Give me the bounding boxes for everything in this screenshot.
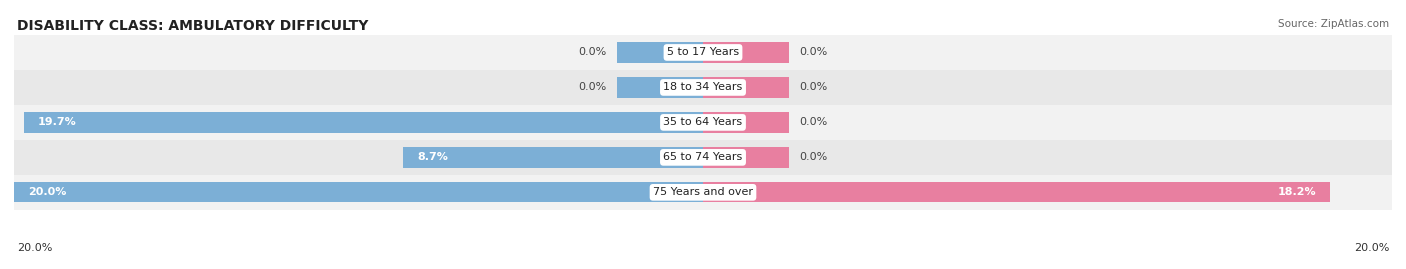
- Text: 75 Years and over: 75 Years and over: [652, 187, 754, 197]
- Text: 0.0%: 0.0%: [800, 82, 828, 93]
- Text: 65 to 74 Years: 65 to 74 Years: [664, 152, 742, 162]
- Bar: [14, 35, 1392, 70]
- Bar: [24, 112, 703, 133]
- Bar: [14, 140, 1392, 175]
- Bar: [703, 112, 789, 133]
- Bar: [703, 182, 1330, 203]
- Text: 8.7%: 8.7%: [418, 152, 449, 162]
- Bar: [617, 77, 703, 98]
- Text: Source: ZipAtlas.com: Source: ZipAtlas.com: [1278, 19, 1389, 29]
- Text: 0.0%: 0.0%: [800, 47, 828, 58]
- Text: 0.0%: 0.0%: [578, 47, 606, 58]
- Text: 20.0%: 20.0%: [1354, 243, 1389, 253]
- Bar: [703, 147, 789, 168]
- Text: 5 to 17 Years: 5 to 17 Years: [666, 47, 740, 58]
- Text: DISABILITY CLASS: AMBULATORY DIFFICULTY: DISABILITY CLASS: AMBULATORY DIFFICULTY: [17, 19, 368, 33]
- Bar: [703, 42, 789, 63]
- Text: 35 to 64 Years: 35 to 64 Years: [664, 117, 742, 128]
- Text: 18.2%: 18.2%: [1278, 187, 1316, 197]
- Text: 18 to 34 Years: 18 to 34 Years: [664, 82, 742, 93]
- Bar: [14, 182, 703, 203]
- Text: 0.0%: 0.0%: [800, 152, 828, 162]
- Text: 0.0%: 0.0%: [578, 82, 606, 93]
- Text: 19.7%: 19.7%: [38, 117, 77, 128]
- Bar: [14, 175, 1392, 210]
- Text: 20.0%: 20.0%: [28, 187, 66, 197]
- Text: 0.0%: 0.0%: [800, 117, 828, 128]
- Bar: [703, 77, 789, 98]
- Bar: [14, 70, 1392, 105]
- Text: 20.0%: 20.0%: [17, 243, 52, 253]
- Bar: [617, 42, 703, 63]
- Bar: [404, 147, 703, 168]
- Bar: [14, 105, 1392, 140]
